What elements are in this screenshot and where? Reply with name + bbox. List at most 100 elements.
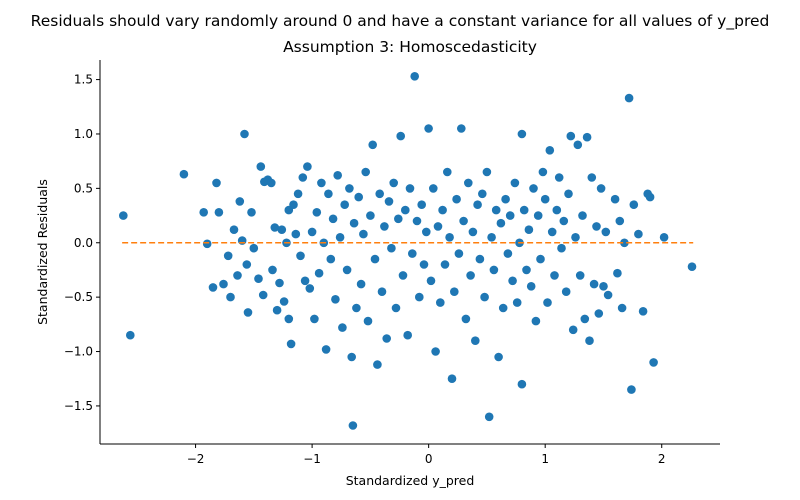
data-point [545,146,555,155]
data-point [564,189,573,199]
data-point [401,205,410,215]
data-point [522,265,531,275]
data-point [445,233,454,242]
data-point [585,336,594,346]
data-point [443,167,452,177]
data-point [223,251,233,261]
data-point [380,222,389,231]
data-point [272,305,282,315]
data-point [258,290,268,300]
data-point [340,200,350,209]
data-point [373,360,382,369]
data-point [466,271,475,280]
data-point [519,205,529,215]
data-point [627,385,636,394]
data-point [233,271,242,280]
data-point [284,314,294,324]
data-point [242,260,252,269]
data-point [347,352,357,362]
data-point [398,271,408,280]
data-point [596,184,606,193]
data-point [538,167,548,177]
y-tick-label: 1.5 [74,73,93,87]
data-point [575,271,585,280]
data-point [268,265,277,275]
data-point [505,211,515,220]
data-point [491,205,501,215]
data-point [659,233,669,242]
data-point [450,287,459,297]
data-point [275,278,284,288]
x-tick-label: −1 [303,452,321,466]
data-point [291,229,301,239]
data-point [396,131,406,141]
data-point [617,303,627,313]
data-point [489,265,499,275]
data-point [356,279,366,289]
data-point [464,178,473,188]
data-point [540,194,550,204]
data-point [487,233,496,242]
data-point [219,279,228,289]
data-point [649,358,658,367]
data-point [179,169,189,179]
data-point [237,236,247,245]
data-point [478,189,487,199]
data-point [296,251,305,261]
data-point [240,129,249,139]
data-point [412,216,422,226]
data-point [601,227,611,237]
data-point [256,162,266,171]
data-point [433,222,443,231]
data-point [405,184,415,193]
data-point [247,208,256,217]
y-tick-label: 1.0 [74,127,93,141]
data-point [424,124,433,133]
data-point [587,173,597,182]
y-tick-label: 0.5 [74,181,93,195]
data-point [638,307,648,316]
data-point [335,233,345,242]
data-point [298,173,308,182]
data-point [243,308,253,317]
points-layer [119,72,697,430]
data-point [557,243,566,253]
data-point [214,208,224,217]
plot-area [119,72,697,430]
data-point [501,194,510,204]
data-point [415,292,424,302]
chart-suptitle: Residuals should vary randomly around 0 … [31,12,770,31]
data-point [277,225,287,234]
y-tick-label: 0.0 [74,236,93,250]
data-point [533,211,543,220]
data-point [457,124,466,133]
x-tick-label: 2 [658,452,666,466]
data-point [417,200,427,209]
data-point [422,227,431,237]
data-point [429,184,438,193]
data-point [436,298,445,307]
x-tick-label: −2 [187,452,205,466]
data-point [510,178,520,188]
data-point [391,303,401,313]
data-point [610,194,620,204]
data-point [452,194,461,204]
data-point [377,287,387,297]
data-point [212,178,221,188]
data-point [589,279,599,289]
data-point [375,189,385,199]
data-point [403,330,413,340]
data-point [348,421,358,430]
data-point [459,216,468,226]
data-point [517,379,527,389]
data-point [620,238,629,248]
data-point [524,225,534,234]
y-ticks: −1.5 −1.0 −0.5 0.0 0.5 1.0 1.5 [64,73,100,413]
data-point [615,216,625,226]
data-point [249,243,259,253]
data-point [687,262,697,272]
data-point [363,316,373,326]
data-point [354,192,364,202]
data-point [359,229,368,239]
data-point [202,239,212,249]
